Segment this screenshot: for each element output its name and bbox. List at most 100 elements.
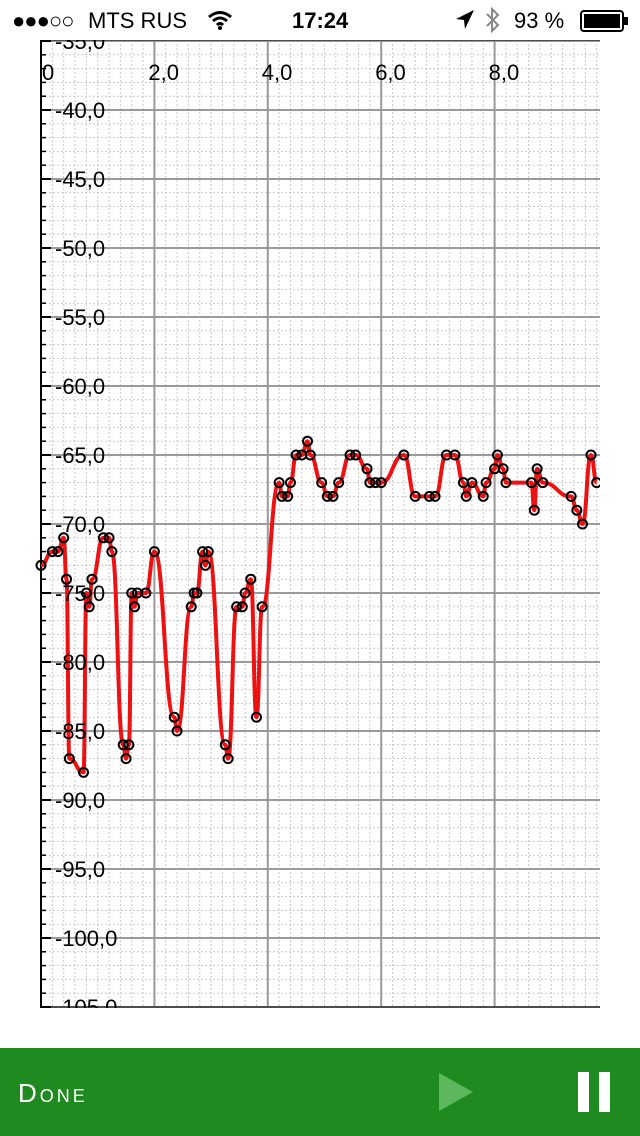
data-point-marker [466,477,478,489]
data-point-marker [576,518,588,530]
data-point-marker [106,546,118,558]
signal-strength-chart: 0 2,0 4,0 6,0 8,0 -35,0 -40,0 -45,0 -50,0 -55,0-… [0,40,600,1008]
y-tick-label: -50,0 [55,236,105,261]
series-path [40,439,599,775]
data-point-marker [239,587,251,599]
data-point-marker [140,587,152,599]
x-tick-label: 2,0 [148,60,179,85]
y-tick-label: -60,0 [55,374,105,399]
data-point-marker [528,504,540,516]
data-point-marker [185,601,197,613]
y-tick-label: -35,0 [55,40,105,54]
bottom-toolbar: Done [0,1048,640,1136]
y-tick-label: -55,0 [55,305,105,330]
y-tick-label: -40,0 [55,98,105,123]
data-point-marker [250,711,262,723]
data-point-marker [236,601,248,613]
wifi-icon [207,9,233,37]
data-point-marker [231,601,243,613]
data-point-marker [199,559,211,571]
carrier-name: MTS RUS [88,8,187,33]
data-point-marker [273,477,285,489]
data-point-marker [301,435,313,447]
data-point-marker [497,463,509,475]
data-point-marker [120,753,132,765]
x-tick-label: 8,0 [489,60,520,85]
data-point-marker [103,532,115,544]
data-point-marker [171,725,183,737]
y-tick-label: -75,0 [55,581,105,606]
data-point-marker [61,573,73,585]
data-point-marker [290,449,302,461]
data-point-marker [148,546,160,558]
y-tick-labels: -35,0 -40,0 -45,0 -50,0 -55,0 -60,0 -65,0 -70,0… [55,40,117,1008]
y-tick-label: -105,0 [55,995,117,1008]
data-point-marker [409,490,421,502]
pause-button[interactable] [578,1072,610,1112]
pause-icon [578,1072,610,1112]
y-tick-label: -100,0 [55,926,117,951]
data-point-marker [52,546,64,558]
data-point-marker [585,449,597,461]
data-point-marker [46,546,58,558]
data-point-marker [361,463,373,475]
data-point-marker [63,753,75,765]
data-point-marker [117,739,129,751]
data-point-marker [126,587,138,599]
data-point-marker [282,490,294,502]
y-axis-ticks [40,40,600,1008]
data-point-marker [168,711,180,723]
data-point-marker [565,490,577,502]
data-point-marker [591,477,600,489]
data-point-marker [500,477,512,489]
data-point-marker [480,477,492,489]
y-tick-label: -65,0 [55,443,105,468]
data-point-marker [97,532,109,544]
status-bar: ●●●○○ MTS RUS 17:24 93 % [0,0,640,40]
data-point-marker [327,490,339,502]
x-tick-label: 6,0 [375,60,406,85]
data-point-marker [58,532,70,544]
y-tick-label: -90,0 [55,788,105,813]
data-point-marker [398,449,410,461]
data-point-marker [276,490,288,502]
location-arrow-icon [455,9,475,37]
data-point-marker [256,601,268,613]
data-point-marker [525,477,537,489]
signal-strength-indicator: ●●●○○ [12,8,74,33]
line-chart: 0 2,0 4,0 6,0 8,0 -35,0-40,0-45,0-50,0-55,0-… [35,40,600,1008]
series-markers [35,435,600,778]
data-point-marker [129,601,141,613]
data-point-marker [35,559,47,571]
data-point-marker [571,504,583,516]
data-point-marker [491,449,503,461]
y-tick-label: -70,0 [55,512,105,537]
clock: 17:24 [292,8,349,33]
data-point-marker [429,490,441,502]
bluetooth-icon [484,6,502,39]
x-tick-label: 4,0 [262,60,293,85]
data-point-marker [219,739,231,751]
play-button[interactable] [438,1072,474,1112]
battery-percentage: 93 % [514,8,565,33]
done-button[interactable]: Done [18,1078,88,1108]
major-gridlines [40,40,600,1008]
data-point-marker [375,477,387,489]
data-point-marker [86,573,98,585]
data-point-marker [364,477,376,489]
x-tick-labels: 0 2,0 4,0 6,0 8,0 [42,60,519,85]
y-tick-label: -80,0 [55,650,105,675]
data-point-marker [537,477,549,489]
data-point-marker [304,449,316,461]
battery-icon [580,10,630,38]
data-point-marker [202,546,214,558]
data-point-marker [222,753,234,765]
data-point-marker [284,477,296,489]
data-point-marker [531,463,543,475]
x-tick-label: 0 [42,60,54,85]
series-line [40,439,599,775]
data-point-marker [197,546,209,558]
data-point-marker [321,490,333,502]
data-point-marker [344,449,356,461]
data-point-marker [477,490,489,502]
